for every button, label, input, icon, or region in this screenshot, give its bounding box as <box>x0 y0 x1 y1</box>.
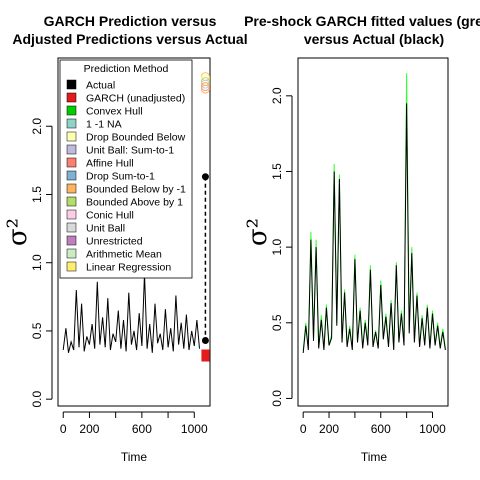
right-y-tick-label: 1.5 <box>270 163 284 180</box>
right-x-tick-label: 1000 <box>419 422 446 436</box>
left-series <box>62 273 200 353</box>
right-y-tick-label: 1.0 <box>270 238 284 255</box>
left-x-tick-label: 1000 <box>181 422 208 436</box>
legend-entry-label: Affine Hull <box>86 158 134 170</box>
right-series-garch-fitted <box>302 73 446 351</box>
left-x-tick-label: 0 <box>60 422 67 436</box>
left-chart-title-line-2: Adjusted Predictions versus Actual <box>12 31 247 47</box>
legend-entry-label: Bounded Above by 1 <box>86 197 183 209</box>
left-y-tick-label: 0.5 <box>30 322 44 339</box>
left-markers <box>200 72 210 362</box>
legend-entry-label: Conic Hull <box>86 210 134 222</box>
legend-swatch <box>66 248 77 259</box>
legend-swatch <box>66 261 77 272</box>
legend-swatch <box>66 235 77 246</box>
legend-entry-label: Unit Ball: Sum-to-1 <box>86 145 174 157</box>
right-y-axis-label: σ² <box>243 218 273 246</box>
legend-swatch <box>66 157 77 168</box>
right-plot-frame <box>297 57 449 407</box>
right-series <box>302 73 446 354</box>
legend-entry-label: Drop Sum-to-1 <box>86 171 155 183</box>
legend-title: Prediction Method <box>84 63 169 75</box>
left-y-tick-label: 0.0 <box>30 391 44 408</box>
left-axes: 0 200 600 1000 0.0 0.5 1.0 1.5 2.0 <box>30 118 208 436</box>
right-x-axis-label: Time <box>361 450 388 464</box>
legend-swatch <box>66 79 77 90</box>
legend-box <box>59 59 193 279</box>
legend-swatch <box>66 222 77 233</box>
legend-swatch <box>66 196 77 207</box>
legend-entry-label: Actual <box>86 80 115 92</box>
right-x-tick-label: 0 <box>300 422 307 436</box>
legend-entry-label: Unit Ball <box>86 223 125 235</box>
right-y-tick-label: 0.0 <box>270 390 284 407</box>
legend-entry-label: 1 -1 NA <box>86 119 122 131</box>
legend-swatch <box>66 105 77 116</box>
right-y-tick-label: 2.0 <box>270 87 284 104</box>
legend-entry-label: Arithmetic Mean <box>86 249 162 261</box>
left-x-tick-label: 600 <box>132 422 152 436</box>
left-chart-title-line-1: GARCH Prediction versus <box>44 13 217 29</box>
right-chart-title-line-1: Pre-shock GARCH fitted values (green) <box>244 13 480 29</box>
left-series-actual <box>62 273 200 353</box>
right-chart-title-line-2: versus Actual (black) <box>304 31 444 47</box>
left-y-axis-label: σ² <box>3 218 33 246</box>
left-plot-frame <box>57 57 211 407</box>
right-x-tick-label: 200 <box>319 422 339 436</box>
adjusted-prediction-marker <box>200 84 210 94</box>
legend-swatch <box>66 118 77 129</box>
legend-swatch <box>66 209 77 220</box>
legend-entry-label: Drop Bounded Below <box>86 132 186 144</box>
legend-swatch <box>66 183 77 194</box>
legend-entry-label: Unrestricted <box>86 236 143 248</box>
right-y-tick-label: 0.5 <box>270 314 284 331</box>
legend-entry-label: GARCH (unadjusted) <box>86 93 185 105</box>
legend-swatch <box>66 131 77 142</box>
legend-swatch <box>66 144 77 155</box>
right-axes: 0 200 600 1000 0.0 0.5 1.0 1.5 2.0 <box>270 87 446 436</box>
actual-point-marker <box>201 173 209 181</box>
left-y-tick-label: 1.0 <box>30 254 44 271</box>
left-y-tick-label: 2.0 <box>30 118 44 135</box>
legend-swatch <box>66 170 77 181</box>
prediction-point-marker <box>201 336 209 344</box>
legend-entry-label: Bounded Below by -1 <box>86 184 186 196</box>
right-series-actual <box>302 103 446 354</box>
left-x-axis-label: Time <box>121 450 148 464</box>
left-x-tick-label: 200 <box>79 422 99 436</box>
legend-entry-label: Convex Hull <box>86 106 143 118</box>
legend-swatch <box>66 92 77 103</box>
left-y-tick-label: 1.5 <box>30 186 44 203</box>
legend-entry-label: Linear Regression <box>86 262 171 274</box>
adjusted-prediction-marker <box>200 82 210 92</box>
right-chart: Pre-shock GARCH fitted values (green) ve… <box>243 13 480 464</box>
adjusted-prediction-marker <box>200 79 210 89</box>
garch-unadjusted-marker <box>201 349 210 362</box>
right-x-tick-label: 600 <box>371 422 391 436</box>
left-chart: GARCH Prediction versus Adjusted Predict… <box>3 13 248 464</box>
